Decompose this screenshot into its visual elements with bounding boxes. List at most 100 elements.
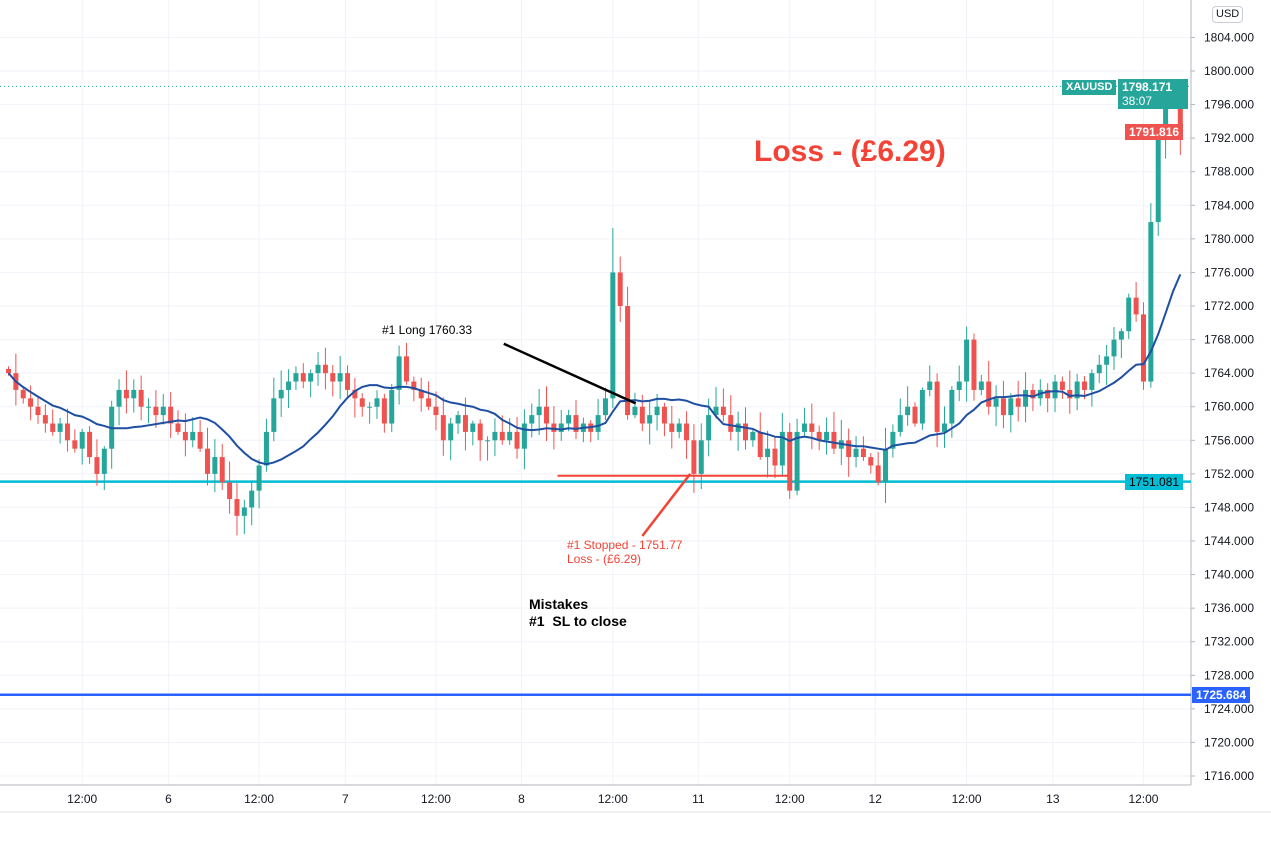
candle-body	[116, 389, 122, 407]
candle-body	[6, 368, 11, 374]
currency-badge[interactable]: USD	[1212, 6, 1244, 23]
candle-body	[322, 364, 328, 374]
time-tick-label: 12:00	[67, 792, 97, 806]
symbol-tag: XAUUSD	[1062, 80, 1117, 95]
candle-body	[35, 406, 41, 416]
candle-body	[138, 389, 144, 407]
candle-body	[993, 398, 999, 407]
price-tick-label: 1776.000	[1204, 265, 1254, 279]
candle-body	[573, 415, 579, 432]
candle-body	[897, 415, 903, 432]
candle-body	[168, 406, 174, 424]
time-tick-label: 8	[518, 792, 525, 806]
time-tick-label: 12	[869, 792, 883, 806]
candle-body	[426, 398, 432, 407]
candle-body	[337, 373, 343, 382]
price-tick-label: 1756.000	[1204, 433, 1254, 447]
candle-body	[521, 423, 527, 449]
big-loss-annotation: Loss - (£6.29)	[754, 135, 946, 168]
candle-body	[123, 389, 129, 399]
price-tick-label: 1736.000	[1204, 601, 1254, 615]
candle-body	[905, 406, 911, 416]
price-tick-label: 1724.000	[1204, 702, 1254, 716]
candle-body	[175, 423, 181, 432]
candle-body	[1118, 331, 1124, 340]
time-tick-label: 11	[692, 792, 705, 806]
price-tick-label: 1788.000	[1204, 165, 1254, 179]
candle-body	[1052, 381, 1058, 399]
candle-body	[1140, 314, 1146, 382]
candle-body	[801, 423, 807, 432]
candle-body	[367, 406, 373, 408]
price-tick-label: 1792.000	[1204, 131, 1254, 145]
candle-body	[676, 423, 682, 432]
candle-body	[750, 431, 756, 441]
candle-body	[1155, 138, 1161, 223]
candle-body	[1089, 373, 1095, 390]
candle-body	[978, 381, 984, 390]
price-tick-label: 1772.000	[1204, 299, 1254, 313]
candle-body	[315, 364, 321, 374]
price-tick-label: 1780.000	[1204, 232, 1254, 246]
price-line-tag-1725: 1725.684	[1192, 686, 1251, 703]
candle-body	[1008, 398, 1014, 416]
candle-body	[241, 507, 247, 516]
candle-body	[485, 440, 491, 442]
candle-body	[42, 415, 48, 424]
candle-body	[639, 406, 645, 424]
candle-body	[1096, 364, 1102, 374]
bar-countdown: 38:07	[1122, 94, 1153, 108]
candle-body	[28, 398, 34, 407]
candle-body	[1015, 398, 1021, 407]
price-tick-label: 1732.000	[1204, 635, 1254, 649]
time-tick-label: 12:00	[421, 792, 451, 806]
candle-body	[625, 306, 631, 416]
candle-body	[595, 415, 601, 432]
candle-body	[396, 356, 402, 390]
candle-body	[418, 389, 424, 399]
candle-body	[182, 431, 188, 441]
moving-average-line	[7, 273, 1182, 466]
candle-body	[94, 457, 100, 474]
candle-body	[190, 431, 196, 441]
candle-body	[359, 398, 365, 407]
candle-body	[1000, 398, 1006, 416]
candle-body	[87, 431, 93, 458]
price-tick-label: 1728.000	[1204, 668, 1254, 682]
time-tick-label: 12:00	[952, 792, 982, 806]
candle-body	[794, 431, 800, 491]
candle-body	[632, 406, 638, 416]
candle-body	[249, 490, 255, 508]
candle-body	[79, 431, 85, 449]
candle-body	[352, 389, 358, 399]
candle-body	[1111, 339, 1117, 357]
candle-body	[433, 406, 439, 416]
candle-body	[661, 406, 667, 424]
candle-body	[278, 389, 284, 399]
candle-body	[971, 339, 977, 390]
price-tick-label: 1768.000	[1204, 333, 1254, 347]
candle-body	[713, 406, 719, 416]
candle-body	[566, 415, 572, 424]
mistakes-item: #1 SL to close	[529, 613, 627, 629]
candle-body	[514, 431, 520, 449]
candle-body	[964, 339, 970, 382]
candle-body	[50, 423, 56, 432]
price-tick-label: 1752.000	[1204, 467, 1254, 481]
candle-body	[20, 389, 26, 399]
time-tick-label: 12:00	[598, 792, 628, 806]
candle-body	[927, 381, 933, 390]
candle-body	[204, 448, 210, 474]
trend-line	[503, 342, 637, 405]
time-tick-label: 12:00	[1128, 792, 1158, 806]
candle-body	[743, 423, 748, 441]
candle-body	[212, 457, 218, 474]
candle-body	[728, 415, 734, 432]
candle-body	[868, 457, 874, 466]
candle-body	[1082, 381, 1088, 390]
price-tick-label: 1784.000	[1204, 198, 1254, 212]
candle-body	[146, 406, 152, 408]
candle-body	[824, 431, 830, 441]
candle-body	[389, 389, 395, 424]
